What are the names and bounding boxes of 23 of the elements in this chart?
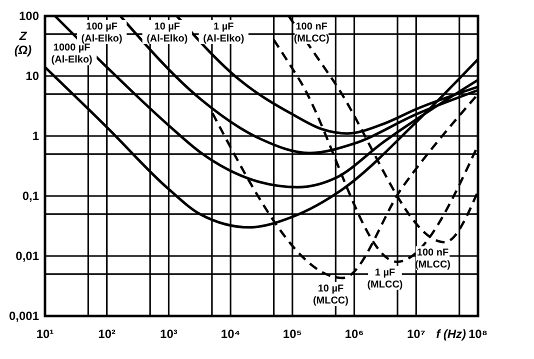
series-label: 1 µF (MLCC) (367, 267, 403, 290)
x-tick-label: 10⁶ (344, 327, 364, 341)
series-label: 10 µF (Al-Elko) (146, 22, 188, 44)
y-tick-label: 0,01 (16, 249, 40, 263)
x-axis-title: f (Hz) (436, 327, 466, 341)
y-tick-label: 0,1 (22, 189, 40, 203)
series-label: 1000 µF (Al-Elko) (51, 42, 92, 66)
x-tick-label: 10⁴ (220, 327, 240, 341)
series-label: 1 µF (Al-Elko) (203, 22, 244, 44)
y-tick-label: 1 (32, 129, 40, 143)
x-tick-label: 10⁵ (282, 327, 302, 341)
series-label: 100 nF (MLCC) (294, 22, 330, 44)
y-tick-label: 100 (18, 9, 40, 23)
y-axis-title: Z (Ω) (14, 29, 32, 57)
series-label: 10 µF (MLCC) (312, 283, 348, 306)
y-tick-label: 0,001 (8, 309, 40, 323)
x-tick-label: 10⁷ (406, 327, 426, 341)
x-tick-label: 10⁸ (468, 327, 488, 341)
x-tick-label: 10² (98, 327, 116, 341)
y-tick-label: 10 (26, 69, 40, 83)
series-label: 100 µF (Al-Elko) (81, 22, 122, 44)
x-tick-label: 10³ (160, 327, 178, 341)
x-tick-label: 10¹ (36, 327, 54, 341)
